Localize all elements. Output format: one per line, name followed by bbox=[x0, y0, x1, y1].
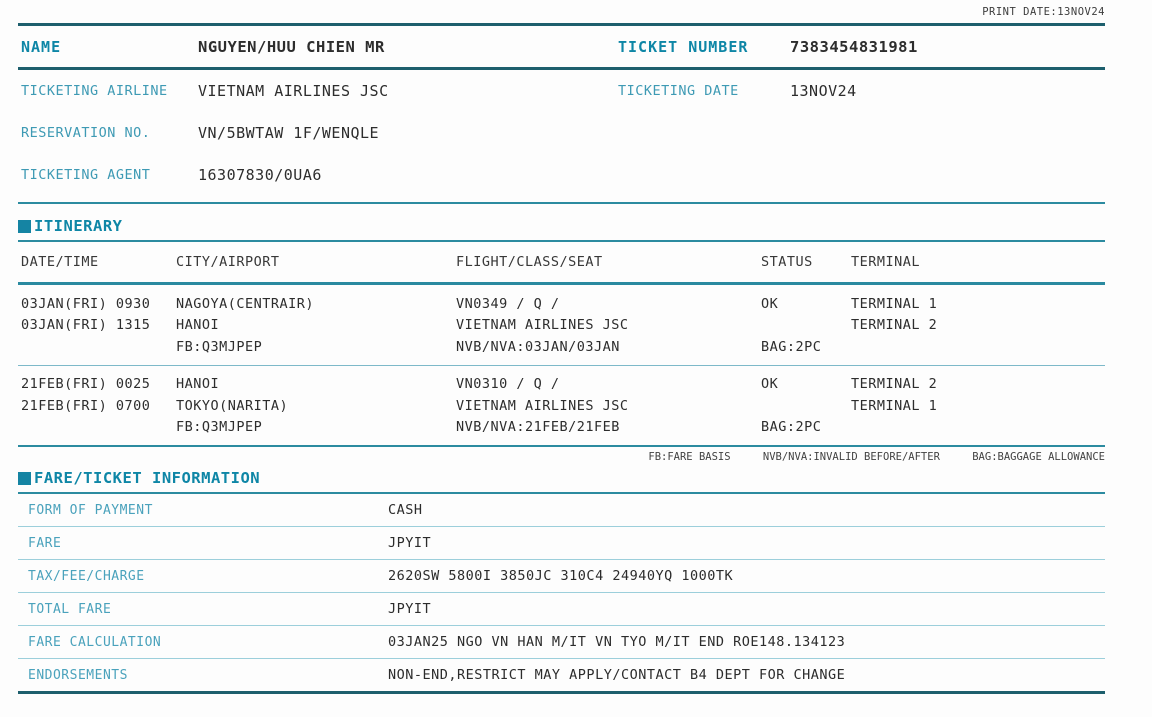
fare-row-form-of-payment: FORM OF PAYMENT CASH bbox=[18, 494, 1105, 526]
segment-line: 03JAN(FRI) 0930 NAGOYA(CENTRAIR) VN0349 … bbox=[21, 293, 1105, 315]
divider bbox=[18, 658, 1105, 659]
cell-city-airport: NAGOYA(CENTRAIR) bbox=[176, 295, 315, 312]
eticket-document: PRINT DATE:13NOV24 NAME NGUYEN/HUU CHIEN… bbox=[18, 6, 1105, 694]
itinerary-segment-1: 03JAN(FRI) 0930 NAGOYA(CENTRAIR) VN0349 … bbox=[18, 285, 1105, 365]
divider bbox=[18, 67, 1105, 70]
section-title-text: ITINERARY bbox=[34, 217, 123, 235]
cell-date-time: 21FEB(FRI) 0025 bbox=[21, 376, 151, 393]
section-marker-icon bbox=[18, 219, 31, 233]
fare-label: FARE bbox=[28, 535, 62, 551]
cell-flight: VIETNAM AIRLINES JSC bbox=[456, 317, 629, 334]
column-header-status: STATUS bbox=[761, 254, 813, 270]
cell-terminal: TERMINAL 1 bbox=[851, 397, 938, 414]
cell-fare-basis: FB:Q3MJPEP bbox=[176, 419, 263, 436]
name-label: NAME bbox=[21, 37, 62, 56]
fare-value: JPYIT bbox=[388, 601, 432, 617]
cell-flight: VIETNAM AIRLINES JSC bbox=[456, 397, 629, 414]
segment-line: FB:Q3MJPEP NVB/NVA:03JAN/03JAN BAG:2PC bbox=[21, 336, 1105, 358]
fare-label: ENDORSEMENTS bbox=[28, 667, 128, 683]
divider bbox=[18, 240, 1105, 242]
fare-row-endorsements: ENDORSEMENTS NON-END,RESTRICT MAY APPLY/… bbox=[18, 659, 1105, 691]
section-marker-icon bbox=[18, 471, 31, 485]
segment-line: FB:Q3MJPEP NVB/NVA:21FEB/21FEB BAG:2PC bbox=[21, 417, 1105, 439]
fare-row-fare-calculation: FARE CALCULATION 03JAN25 NGO VN HAN M/IT… bbox=[18, 626, 1105, 658]
cell-flight: VN0349 / Q / bbox=[456, 295, 560, 312]
legend-item: BAG:BAGGAGE ALLOWANCE bbox=[972, 451, 1105, 463]
field-value: VN/5BWTAW 1F/WENQLE bbox=[198, 124, 380, 142]
fare-row-fare: FARE JPYIT bbox=[18, 527, 1105, 559]
divider bbox=[18, 282, 1105, 285]
field-label: TICKETING DATE bbox=[618, 83, 739, 99]
cell-flight: VN0310 / Q / bbox=[456, 376, 560, 393]
legend-item: FB:FARE BASIS bbox=[648, 451, 731, 463]
divider bbox=[18, 592, 1105, 593]
field-value: VIETNAM AIRLINES JSC bbox=[198, 82, 389, 100]
cell-validity: NVB/NVA:03JAN/03JAN bbox=[456, 338, 620, 355]
segment-line: 21FEB(FRI) 0700 TOKYO(NARITA) VIETNAM AI… bbox=[21, 395, 1105, 417]
divider bbox=[18, 559, 1105, 560]
cell-city-airport: HANOI bbox=[176, 317, 220, 334]
print-date: PRINT DATE:13NOV24 bbox=[982, 6, 1105, 18]
cell-fare-basis: FB:Q3MJPEP bbox=[176, 338, 263, 355]
field-value: 13NOV24 bbox=[790, 82, 857, 100]
divider bbox=[18, 445, 1105, 447]
detail-row-ticketing-agent: TICKETING AGENT 16307830/0UA6 bbox=[18, 154, 1105, 196]
fare-row-tax-fee-charge: TAX/FEE/CHARGE 2620SW 5800I 3850JC 310C4… bbox=[18, 560, 1105, 592]
cell-status: OK bbox=[761, 295, 779, 312]
name-value: NGUYEN/HUU CHIEN MR bbox=[198, 37, 385, 56]
fare-value: NON-END,RESTRICT MAY APPLY/CONTACT B4 DE… bbox=[388, 667, 846, 683]
section-title-text: FARE/TICKET INFORMATION bbox=[34, 469, 261, 487]
divider bbox=[18, 691, 1105, 694]
detail-row-reservation-no: RESERVATION NO. VN/5BWTAW 1F/WENQLE bbox=[18, 112, 1105, 154]
cell-baggage: BAG:2PC bbox=[761, 338, 822, 355]
segment-line: 21FEB(FRI) 0025 HANOI VN0310 / Q / OK TE… bbox=[21, 374, 1105, 396]
cell-terminal: TERMINAL 1 bbox=[851, 295, 938, 312]
column-header-terminal: TERMINAL bbox=[851, 254, 921, 270]
fare-label: FARE CALCULATION bbox=[28, 634, 162, 650]
fare-value: 2620SW 5800I 3850JC 310C4 24940YQ 1000TK bbox=[388, 568, 734, 584]
divider bbox=[18, 202, 1105, 204]
fare-label: TOTAL FARE bbox=[28, 601, 112, 617]
ticket-number-label: TICKET NUMBER bbox=[618, 37, 749, 56]
divider bbox=[18, 364, 1105, 366]
field-value: 16307830/0UA6 bbox=[198, 166, 322, 184]
fare-value: CASH bbox=[388, 502, 423, 518]
divider bbox=[18, 23, 1105, 26]
column-header-flight-class-seat: FLIGHT/CLASS/SEAT bbox=[456, 254, 603, 270]
abbreviation-legend: FB:FARE BASIS NVB/NVA:INVALID BEFORE/AFT… bbox=[18, 447, 1105, 465]
cell-date-time: 21FEB(FRI) 0700 bbox=[21, 397, 151, 414]
section-title-itinerary: ITINERARY bbox=[18, 217, 1105, 235]
divider bbox=[18, 492, 1105, 494]
cell-date-time: 03JAN(FRI) 0930 bbox=[21, 295, 151, 312]
fare-label: TAX/FEE/CHARGE bbox=[28, 568, 145, 584]
column-header-city-airport: CITY/AIRPORT bbox=[176, 254, 280, 270]
cell-validity: NVB/NVA:21FEB/21FEB bbox=[456, 419, 620, 436]
cell-terminal: TERMINAL 2 bbox=[851, 317, 938, 334]
fare-value: JPYIT bbox=[388, 535, 432, 551]
itinerary-column-headers: DATE/TIME CITY/AIRPORT FLIGHT/CLASS/SEAT… bbox=[18, 242, 1105, 282]
fare-value: 03JAN25 NGO VN HAN M/IT VN TYO M/IT END … bbox=[388, 634, 846, 650]
divider bbox=[18, 625, 1105, 626]
section-title-fare-ticket-information: FARE/TICKET INFORMATION bbox=[18, 469, 1105, 487]
fare-row-total-fare: TOTAL FARE JPYIT bbox=[18, 593, 1105, 625]
cell-status: OK bbox=[761, 376, 779, 393]
cell-terminal: TERMINAL 2 bbox=[851, 376, 938, 393]
cell-city-airport: TOKYO(NARITA) bbox=[176, 397, 289, 414]
divider bbox=[18, 526, 1105, 527]
field-label: RESERVATION NO. bbox=[21, 125, 151, 141]
ticketing-details: TICKETING AIRLINE VIETNAM AIRLINES JSC T… bbox=[18, 70, 1105, 202]
field-label: TICKETING AGENT bbox=[21, 167, 151, 183]
cell-baggage: BAG:2PC bbox=[761, 419, 822, 436]
segment-line: 03JAN(FRI) 1315 HANOI VIETNAM AIRLINES J… bbox=[21, 315, 1105, 337]
fare-label: FORM OF PAYMENT bbox=[28, 502, 153, 518]
cell-city-airport: HANOI bbox=[176, 376, 220, 393]
cell-date-time: 03JAN(FRI) 1315 bbox=[21, 317, 151, 334]
itinerary-segment-2: 21FEB(FRI) 0025 HANOI VN0310 / Q / OK TE… bbox=[18, 366, 1105, 446]
legend-item: NVB/NVA:INVALID BEFORE/AFTER bbox=[762, 451, 940, 463]
column-header-date-time: DATE/TIME bbox=[21, 254, 99, 270]
detail-row-ticketing-airline: TICKETING AIRLINE VIETNAM AIRLINES JSC T… bbox=[18, 70, 1105, 112]
field-label: TICKETING AIRLINE bbox=[21, 83, 168, 99]
passenger-header-row: NAME NGUYEN/HUU CHIEN MR TICKET NUMBER 7… bbox=[18, 26, 1105, 67]
ticket-number-value: 7383454831981 bbox=[790, 37, 918, 56]
